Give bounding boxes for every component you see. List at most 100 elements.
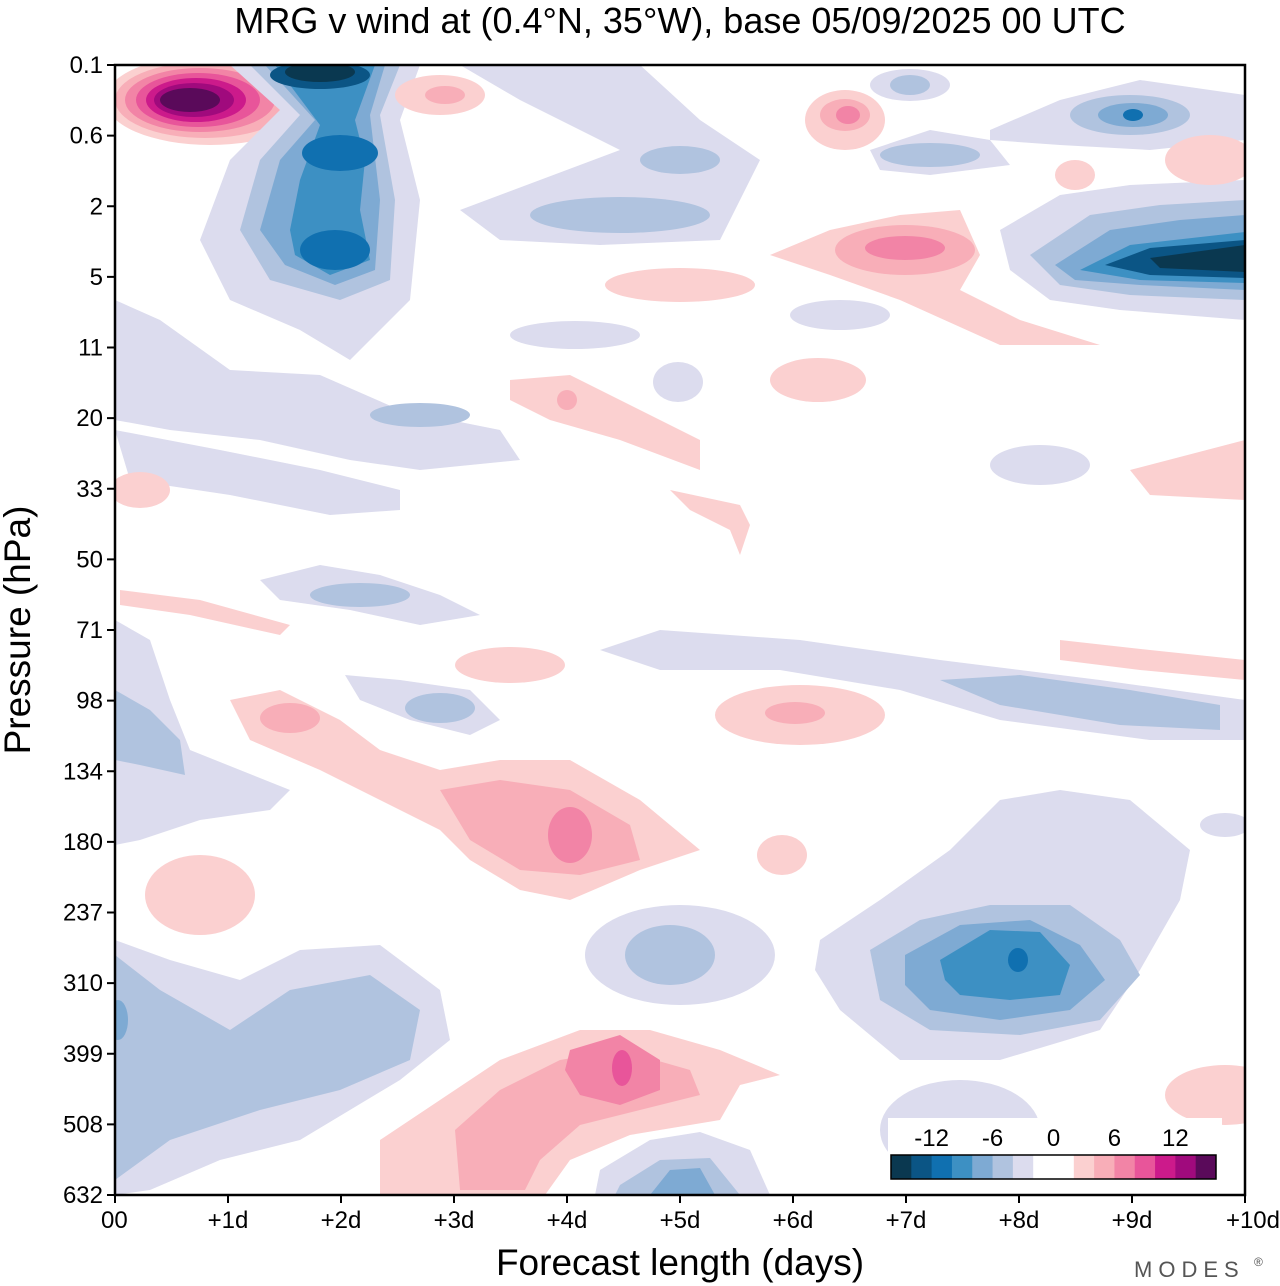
x-tick-label: 00 — [101, 1207, 128, 1234]
y-tick-label: 2 — [90, 193, 103, 220]
contour-neg-8-9d-band-2 — [940, 675, 1220, 730]
contour-neg-2d-5a — [302, 135, 378, 171]
x-tick-label: +4d — [547, 1207, 588, 1234]
contour-neg-2d-5b — [300, 230, 370, 270]
contour-neg-left-98-2 — [115, 690, 185, 775]
contour-pos-0-2d-band — [120, 590, 290, 635]
colorbar-cell — [1012, 1155, 1034, 1179]
contour-pos-0d-33 — [115, 472, 170, 508]
contour-pos-6-5d-mid — [770, 358, 866, 402]
colorbar-tick-label: -12 — [914, 1125, 949, 1152]
colorbar-tick-label: -6 — [982, 1125, 1003, 1152]
contour-field — [115, 65, 1245, 1195]
x-tick-label: +8d — [999, 1207, 1040, 1234]
contour-neg-2d-core — [285, 65, 355, 82]
colorbar-cell — [1195, 1155, 1217, 1179]
contour-pos-5d-upper — [605, 268, 755, 302]
x-tick-label: +7d — [886, 1207, 927, 1234]
colorbar-cell — [992, 1155, 1014, 1179]
colorbar-cell — [951, 1155, 973, 1179]
x-tick-label: +10d — [1226, 1207, 1280, 1234]
contour-pos-5-5d — [670, 490, 750, 555]
contour-neg-8d-core — [1008, 948, 1028, 972]
y-tick-label: 0.1 — [70, 52, 103, 79]
contour-neg-9d-core — [1123, 109, 1143, 121]
y-axis-label: Pressure (hPa) — [0, 506, 38, 755]
contour-neg-lowerleft-3 — [115, 1000, 128, 1040]
colorbar-cell — [1114, 1155, 1136, 1179]
contour-neg-8d-4 — [940, 930, 1070, 1000]
contour-pos-9d-mid — [1130, 440, 1245, 500]
contour-neg-bottom-3 — [650, 1168, 715, 1195]
contour-pos-4d-diag-2 — [557, 390, 577, 410]
colorbar-tick-label: 12 — [1162, 1125, 1189, 1152]
contour-neg-5d-300-2 — [625, 925, 715, 985]
contour-pos-upperright-1 — [1165, 135, 1245, 185]
contour-neg-9-5d-180 — [1200, 813, 1245, 837]
contour-neg-lowerleft-2 — [115, 955, 420, 1180]
contour-pos-9d-71 — [1060, 640, 1245, 680]
y-tick-label: 180 — [63, 829, 103, 856]
y-tick-label: 399 — [63, 1041, 103, 1068]
x-tick-label: +3d — [434, 1207, 475, 1234]
brand-logo: MODES — [1134, 1257, 1245, 1282]
contour-pos-3d-upper-2 — [425, 86, 465, 104]
contour-pos-6d-180 — [757, 835, 807, 875]
colorbar-cell — [972, 1155, 994, 1179]
y-tick-label: 508 — [63, 1111, 103, 1138]
contour-pos-7d-3 — [865, 236, 945, 260]
colorbar-cell — [1073, 1155, 1095, 1179]
x-tick-label: +6d — [773, 1207, 814, 1234]
colorbar-tick-label: 6 — [1108, 1125, 1121, 1152]
y-tick-label: 134 — [63, 758, 103, 785]
x-tick-label: +2d — [321, 1207, 362, 1234]
contour-neg-upperright-core — [1150, 245, 1245, 272]
contour-pos-1d-98 — [260, 703, 320, 733]
contour-neg-7d-top-2 — [890, 75, 930, 95]
contour-pos-9d-small — [1055, 160, 1095, 190]
colorbar-cell — [891, 1155, 912, 1179]
y-tick-label: 98 — [76, 688, 103, 715]
contour-neg-7d-upper-2 — [880, 143, 980, 167]
colorbar-labels: -12 -6 0 6 12 — [914, 1125, 1188, 1152]
contour-pos-upperleft-core — [160, 88, 220, 112]
colorbar-cell — [911, 1155, 933, 1179]
y-axis: 0.1 0.6 2 5 11 20 33 50 71 98 134 180 237 310 399 508 63… — [63, 52, 115, 1209]
contour-pos-6d-98-2 — [765, 702, 825, 724]
y-tick-label: 5 — [90, 264, 103, 291]
y-tick-label: 237 — [63, 900, 103, 927]
colorbar-cell — [1033, 1155, 1054, 1179]
colorbar-cell — [1094, 1155, 1115, 1179]
y-tick-label: 33 — [76, 476, 103, 503]
x-tick-label: +1d — [208, 1207, 249, 1234]
colorbar-cell — [931, 1155, 953, 1179]
contour-pos-0-5-1d-180 — [145, 855, 255, 935]
contour-neg-left-mid — [115, 300, 520, 470]
brand-mark: ® — [1254, 1255, 1263, 1269]
y-tick-label: 0.6 — [70, 123, 103, 150]
y-tick-label: 11 — [78, 335, 103, 362]
contour-neg-left-98 — [115, 620, 290, 845]
contour-neg-2d-4 — [275, 65, 375, 275]
colorbar-cell — [1155, 1155, 1176, 1179]
contour-pos-6-5d-3 — [836, 106, 860, 124]
colorbar-frame — [890, 1154, 1217, 1180]
y-tick-label: 20 — [76, 405, 103, 432]
contour-neg-6-5d-small — [790, 300, 890, 330]
colorbar-cell — [1134, 1155, 1156, 1179]
colorbar-tick-label: 0 — [1047, 1125, 1060, 1152]
colorbar-cells — [890, 1154, 1217, 1180]
contour-neg-4d-small — [510, 321, 640, 349]
contour-pos-4d-big-3 — [548, 807, 592, 863]
chart-title: MRG v wind at (0.4°N, 35°W), base 05/09/… — [234, 0, 1125, 41]
contour-neg-8d-mid — [990, 445, 1090, 485]
contour-neg-upper-mid — [115, 430, 400, 515]
y-tick-label: 310 — [63, 970, 103, 997]
contour-neg-mid-upper-3 — [640, 146, 720, 174]
contour-pos-lower-core — [612, 1050, 632, 1086]
y-tick-label: 632 — [63, 1182, 103, 1209]
contour-pos-3-5d-98 — [455, 647, 565, 683]
y-tick-label: 71 — [76, 617, 103, 644]
contour-neg-mid-upper-2 — [530, 197, 710, 233]
